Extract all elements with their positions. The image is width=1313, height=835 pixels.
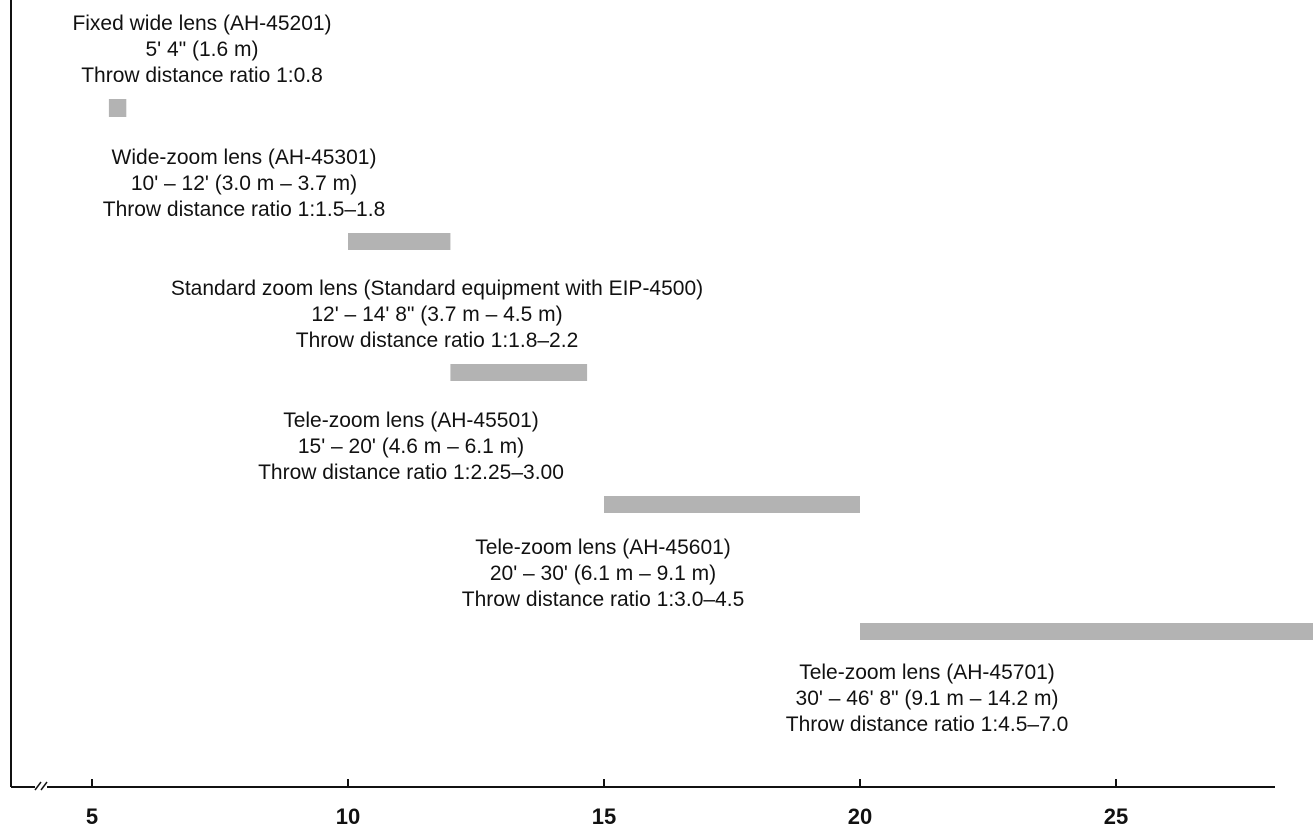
lens-range-label: 15' – 20' (4.6 m – 6.1 m) <box>298 435 524 458</box>
x-tick-label: 10 <box>336 804 360 829</box>
range-bars <box>108 99 1313 640</box>
range-bar <box>860 623 1313 640</box>
axis-break-mark <box>34 781 48 791</box>
lens-label-group: Wide-zoom lens (AH-45301) 10' – 12' (3.0 … <box>103 146 386 221</box>
lens-ratio-label: Throw distance ratio 1:1.8–2.2 <box>296 329 579 352</box>
lens-ratio-label: Throw distance ratio 1:2.25–3.00 <box>258 461 564 484</box>
lens-label-group: Tele-zoom lens (AH-45501) 15' – 20' (4.6 … <box>258 409 564 484</box>
range-bar <box>450 364 588 381</box>
x-tick-label: 20 <box>848 804 872 829</box>
lens-name-label: Tele-zoom lens (AH-45501) <box>283 409 539 432</box>
lens-name-label: Wide-zoom lens (AH-45301) <box>112 146 377 169</box>
range-bar <box>604 496 860 513</box>
lens-label-group: Standard zoom lens (Standard equipment w… <box>171 277 703 352</box>
lens-ratio-label: Throw distance ratio 1:0.8 <box>81 64 323 87</box>
lens-ratio-label: Throw distance ratio 1:4.5–7.0 <box>786 713 1069 736</box>
lens-ratio-label: Throw distance ratio 1:1.5–1.8 <box>103 198 386 221</box>
lens-range-label: 20' – 30' (6.1 m – 9.1 m) <box>490 562 716 585</box>
lens-range-label: 5' 4" (1.6 m) <box>146 38 259 61</box>
x-tick-label: 5 <box>86 804 98 829</box>
lens-range-label: 12' – 14' 8" (3.7 m – 4.5 m) <box>311 303 562 326</box>
lens-name-label: Standard zoom lens (Standard equipment w… <box>171 277 703 300</box>
x-axis-ticks: 5101520253035404550(ft) <box>86 779 1128 829</box>
lens-labels: Fixed wide lens (AH-45201) 5' 4" (1.6 m) T… <box>72 12 1068 736</box>
lens-name-label: Fixed wide lens (AH-45201) <box>72 12 331 35</box>
lens-label-group: Tele-zoom lens (AH-45701) 30' – 46' 8" (9… <box>786 661 1069 736</box>
lens-name-label: Tele-zoom lens (AH-45701) <box>799 661 1055 684</box>
lens-name-label: Tele-zoom lens (AH-45601) <box>475 536 731 559</box>
lens-range-label: 10' – 12' (3.0 m – 3.7 m) <box>131 172 357 195</box>
lens-label-group: Tele-zoom lens (AH-45601) 20' – 30' (6.1 … <box>462 536 745 611</box>
lens-label-group: Fixed wide lens (AH-45201) 5' 4" (1.6 m) T… <box>72 12 331 87</box>
lens-ratio-label: Throw distance ratio 1:3.0–4.5 <box>462 588 745 611</box>
x-tick-label: 15 <box>592 804 616 829</box>
x-tick-label: 25 <box>1104 804 1128 829</box>
range-bar <box>108 99 127 117</box>
lens-range-label: 30' – 46' 8" (9.1 m – 14.2 m) <box>796 687 1059 710</box>
range-bar <box>348 233 451 250</box>
